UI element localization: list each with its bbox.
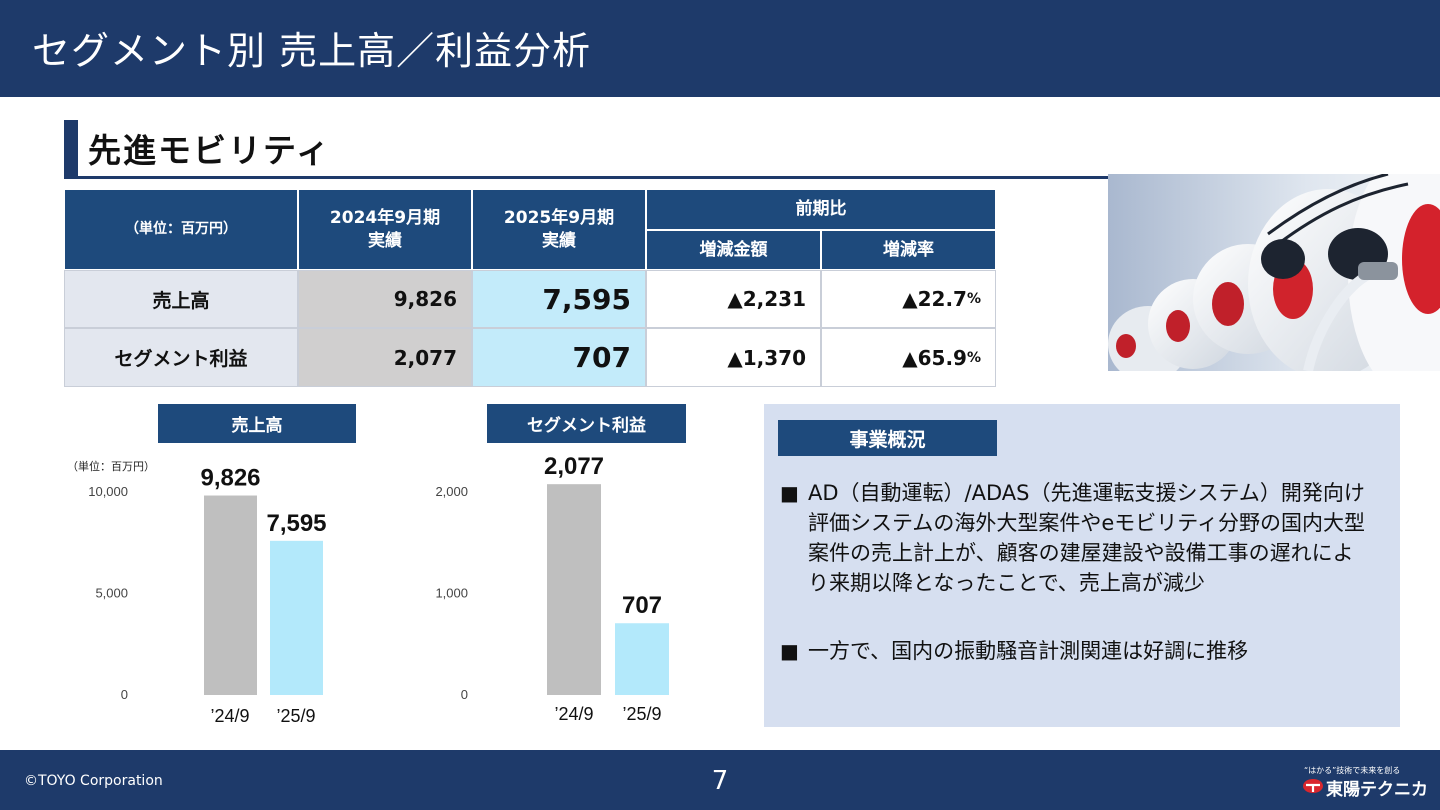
y-tick-label: 2,000 bbox=[435, 484, 468, 499]
y-tick-label: 1,000 bbox=[435, 586, 468, 601]
x-category-label: ’24/9 bbox=[554, 704, 593, 724]
table-col-2024: 2024年9月期 実績 bbox=[298, 189, 472, 270]
table-cell-diff: ▲1,370 bbox=[646, 328, 821, 387]
header-bar: セグメント別 売上高／利益分析 bbox=[0, 0, 1440, 97]
business-overview-panel: 事業概況 ■ AD（自動運転）/ADAS（先進運転支援システム）開発向け評価シス… bbox=[764, 404, 1400, 727]
rate-unit: % bbox=[966, 291, 981, 307]
rate-unit: % bbox=[966, 349, 981, 366]
segment-title: 先進モビリティ bbox=[88, 131, 332, 170]
business-bullet: ■ AD（自動運転）/ADAS（先進運転支援システム）開発向け評価システムの海外… bbox=[780, 478, 1368, 598]
results-table: （単位：百万円） 2024年9月期 実績 2025年9月期 実績 前期比 増減金… bbox=[64, 189, 996, 387]
segment-underline bbox=[64, 176, 1108, 179]
bar bbox=[270, 540, 323, 695]
sales-bar-chart: 10,000 5,000 0 9,826 ’24/9 7,595 ’25/9 bbox=[88, 465, 326, 726]
bar bbox=[615, 623, 669, 695]
table-row-label: セグメント利益 bbox=[64, 328, 298, 387]
rate-value: ▲22.7 bbox=[902, 287, 967, 311]
logo-tagline: “はかる”技術で未来を創る bbox=[1304, 766, 1401, 775]
table-cell-2024: 9,826 bbox=[298, 270, 472, 328]
footer-bar: ©TOYO Corporation 7 “はかる”技術で未来を創る 東陽テクニカ bbox=[0, 750, 1440, 810]
table-cell-2024: 2,077 bbox=[298, 328, 472, 387]
bullet-mark: ■ bbox=[780, 639, 799, 663]
segment-accent-bar bbox=[64, 120, 78, 178]
y-tick-label: 10,000 bbox=[88, 484, 128, 499]
table-col-rate: 増減率 bbox=[821, 230, 996, 270]
bullet-text: AD（自動運転）/ADAS（先進運転支援システム）開発向け評価システムの海外大型… bbox=[808, 481, 1366, 595]
table-unit-header: （単位：百万円） bbox=[64, 189, 298, 270]
company-logo: “はかる”技術で未来を創る 東陽テクニカ bbox=[1300, 762, 1430, 802]
profit-bar-chart: 2,000 1,000 0 2,077 ’24/9 707 ’25/9 bbox=[435, 453, 669, 724]
chart-profit-title: セグメント利益 bbox=[487, 404, 686, 443]
copyright-text: ©TOYO Corporation bbox=[24, 773, 163, 789]
rate-value: ▲65.9 bbox=[902, 345, 967, 370]
chart-sales-title: 売上高 bbox=[158, 404, 356, 443]
x-category-label: ’25/9 bbox=[622, 704, 661, 724]
bar-value-label: 2,077 bbox=[544, 453, 604, 480]
y-tick-label: 0 bbox=[121, 687, 128, 702]
table-cell-rate: ▲22.7% bbox=[821, 270, 996, 328]
table-row-label: 売上高 bbox=[64, 270, 298, 328]
bar-value-label: 707 bbox=[622, 592, 662, 619]
bar bbox=[204, 495, 257, 695]
bullet-text: 一方で、国内の振動騒音計測関連は好調に推移 bbox=[808, 639, 1249, 663]
table-cell-2025: 7,595 bbox=[472, 270, 646, 328]
x-category-label: ’25/9 bbox=[276, 706, 315, 726]
page-title: セグメント別 売上高／利益分析 bbox=[32, 29, 592, 73]
table-col-diff: 増減金額 bbox=[646, 230, 821, 270]
chart-unit-note: （単位：百万円） bbox=[67, 460, 155, 473]
table-cell-2025: 707 bbox=[472, 328, 646, 387]
business-bullet: ■ 一方で、国内の振動騒音計測関連は好調に推移 bbox=[780, 636, 1368, 666]
table-cell-rate: ▲65.9% bbox=[821, 328, 996, 387]
page-number: 7 bbox=[711, 766, 729, 796]
table-col-compare: 前期比 bbox=[646, 189, 996, 230]
bullet-mark: ■ bbox=[780, 481, 799, 505]
table-cell-diff: ▲2,231 bbox=[646, 270, 821, 328]
table-col-2025: 2025年9月期 実績 bbox=[472, 189, 646, 270]
y-tick-label: 0 bbox=[461, 687, 468, 702]
logo-mark-icon bbox=[1303, 779, 1323, 793]
bar-value-label: 7,595 bbox=[266, 510, 326, 537]
ev-charging-photo bbox=[1108, 174, 1440, 371]
business-overview-title: 事業概況 bbox=[778, 420, 997, 456]
bar-value-label: 9,826 bbox=[200, 465, 260, 492]
x-category-label: ’24/9 bbox=[210, 706, 249, 726]
bar bbox=[547, 484, 601, 695]
logo-name: 東陽テクニカ bbox=[1326, 780, 1428, 800]
y-tick-label: 5,000 bbox=[95, 586, 128, 601]
